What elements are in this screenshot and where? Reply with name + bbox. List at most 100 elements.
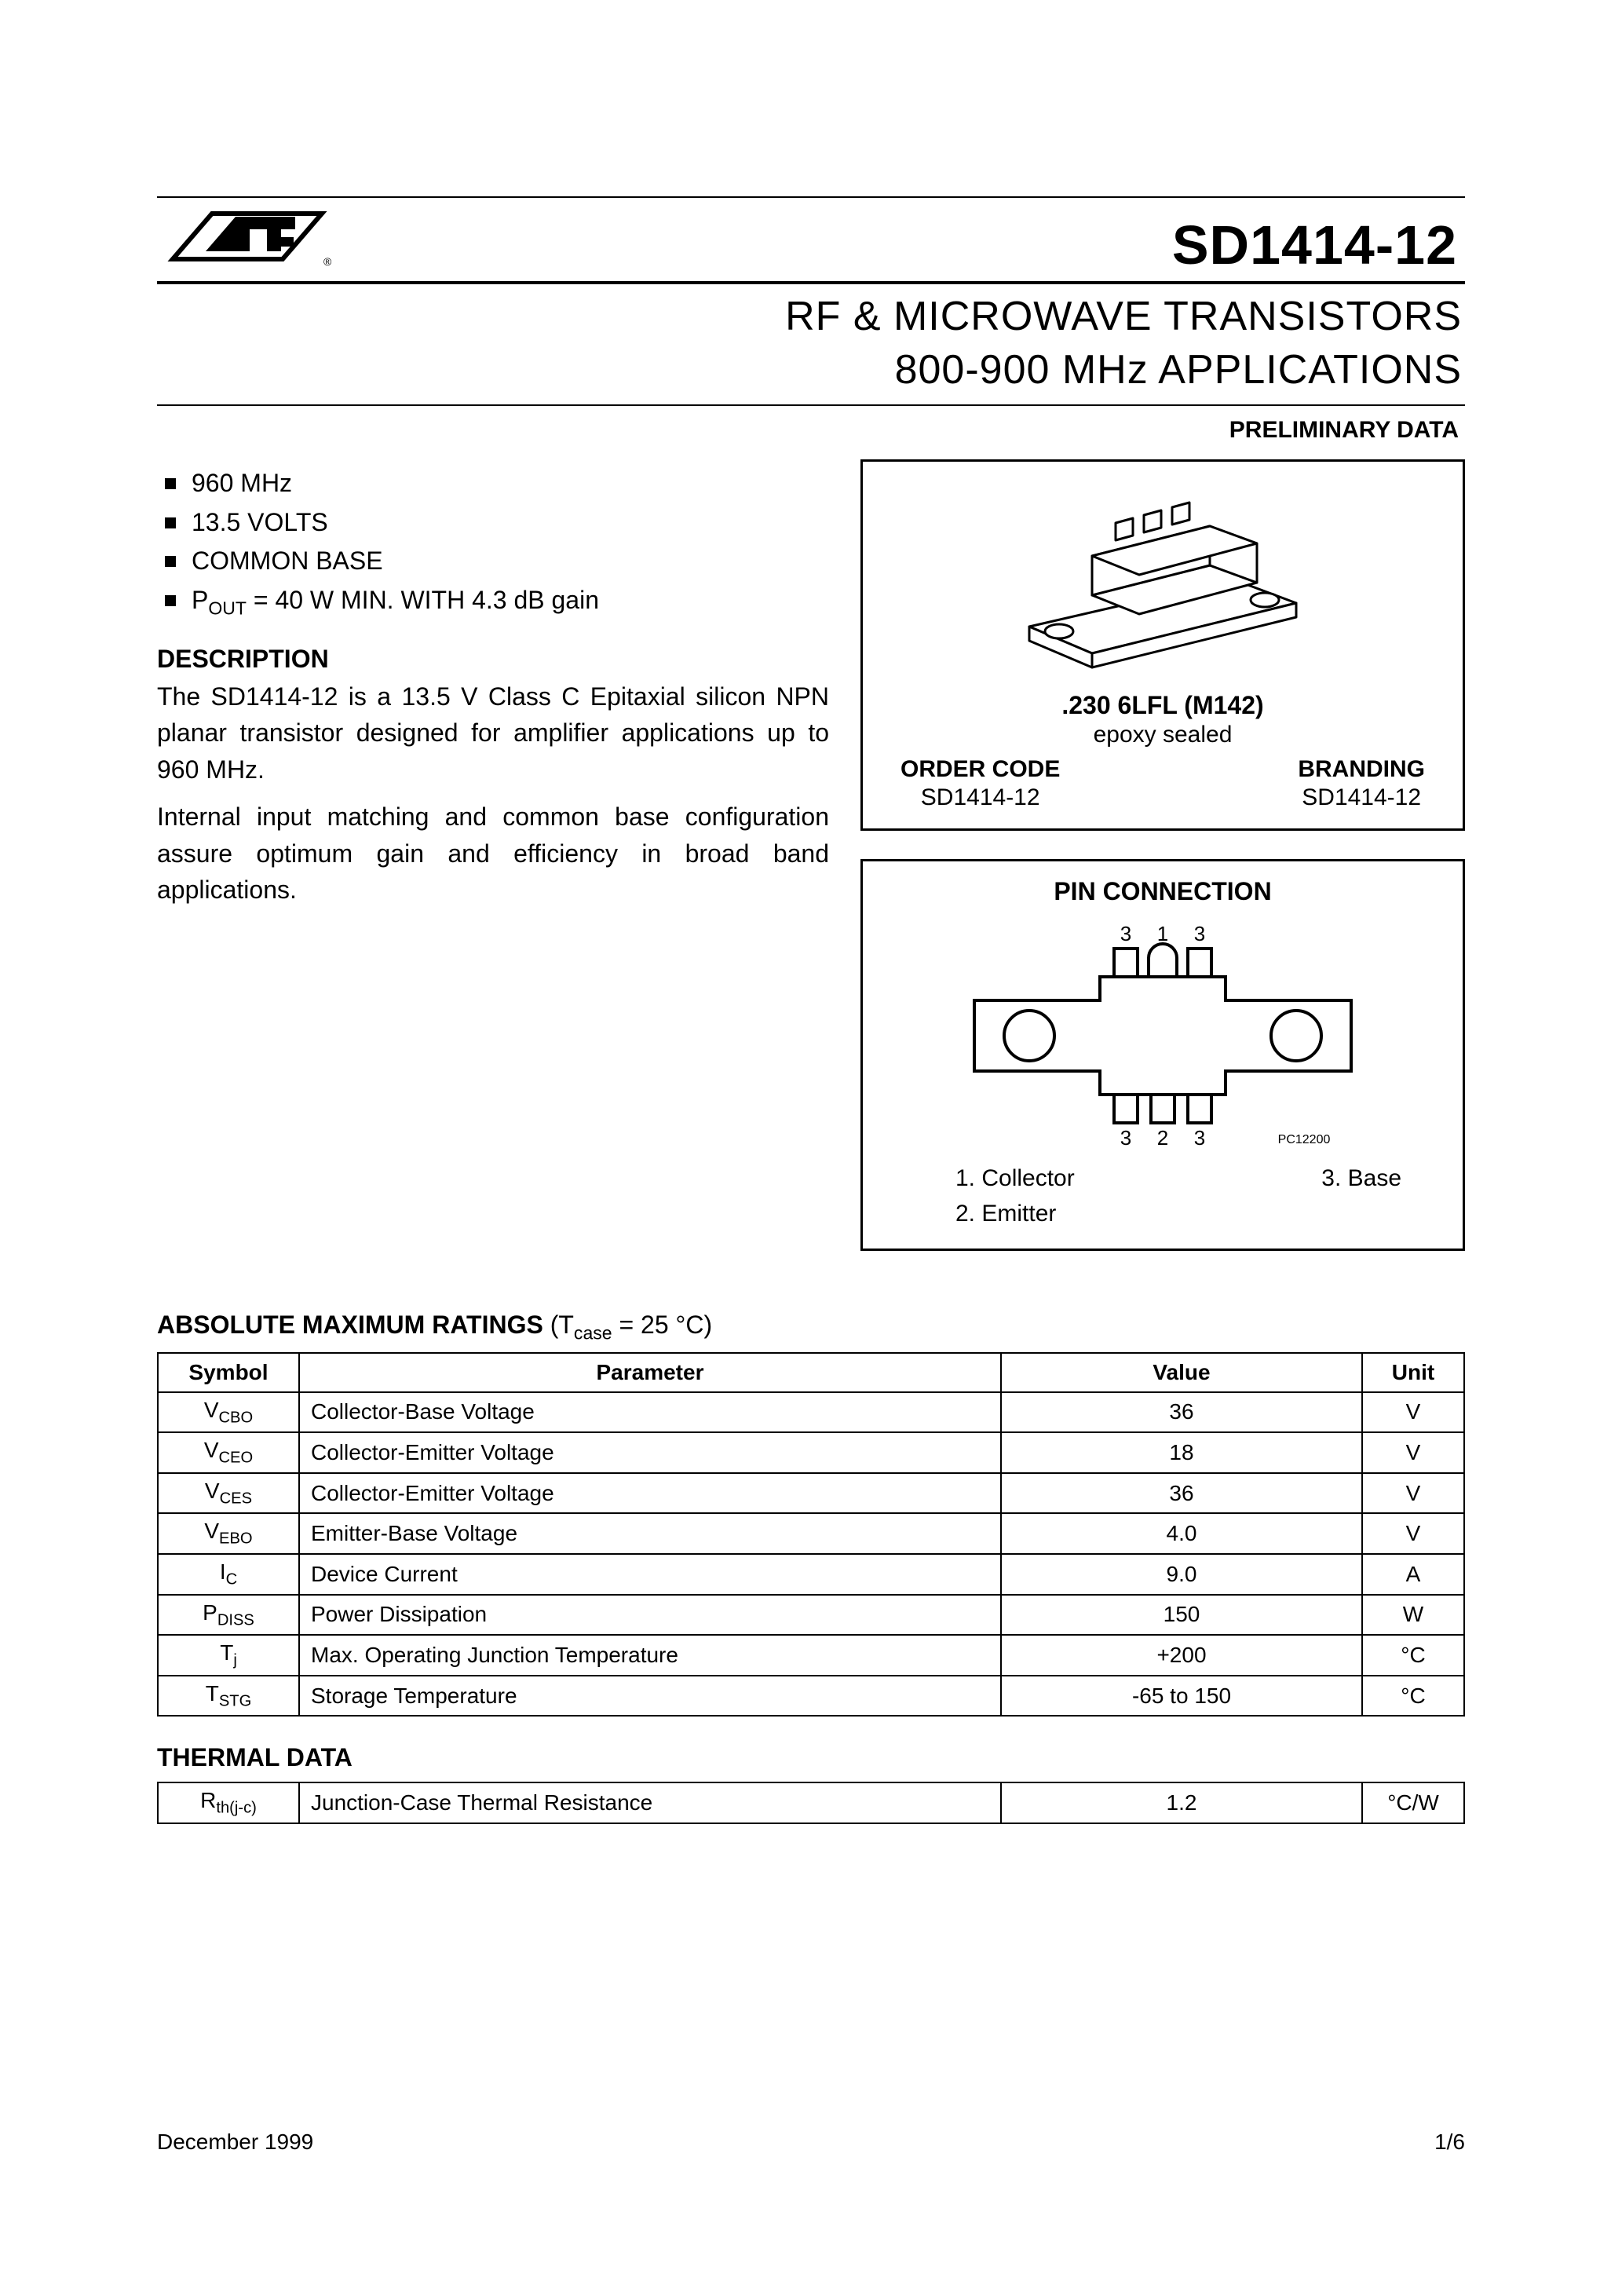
- col-unit: Unit: [1362, 1353, 1464, 1392]
- description-para-2: Internal input matching and common base …: [157, 799, 829, 908]
- cell-unit: V: [1362, 1513, 1464, 1554]
- thermal-unit: °C/W: [1362, 1782, 1464, 1823]
- package-box: .230 6LFL (M142) epoxy sealed ORDER CODE…: [860, 459, 1465, 831]
- thermal-row: Rth(j-c) Junction-Case Thermal Resistanc…: [158, 1782, 1464, 1823]
- pin-top-label-1: 3: [1120, 922, 1131, 945]
- cell-value: 36: [1001, 1392, 1362, 1433]
- cell-param: Power Dissipation: [299, 1595, 1001, 1636]
- subtitle-line-1: RF & MICROWAVE TRANSISTORS: [157, 291, 1462, 344]
- order-code-value: SD1414-12: [901, 784, 1060, 811]
- registered-mark: ®: [323, 255, 332, 268]
- cell-symbol: VEBO: [158, 1513, 299, 1554]
- pc-code: PC12200: [1278, 1133, 1331, 1146]
- pin-bot-label-2: 2: [1157, 1126, 1168, 1150]
- ratings-cond-sub: case: [574, 1323, 612, 1344]
- st-logo-icon: ®: [157, 198, 338, 276]
- table-row: VCBOCollector-Base Voltage36V: [158, 1392, 1464, 1433]
- ratings-table: Symbol Parameter Value Unit VCBOCollecto…: [157, 1352, 1465, 1717]
- ratings-cond-suffix: = 25 °C): [612, 1311, 713, 1339]
- cell-param: Device Current: [299, 1554, 1001, 1595]
- package-drawing-icon: [998, 477, 1328, 682]
- order-code-row: ORDER CODE SD1414-12 BRANDING SD1414-12: [877, 756, 1448, 811]
- pin-legend: 1. Collector 2. Emitter 3. Base: [877, 1153, 1448, 1231]
- cell-param: Storage Temperature: [299, 1676, 1001, 1717]
- subtitle-line-2: 800-900 MHz APPLICATIONS: [157, 344, 1462, 397]
- thermal-value: 1.2: [1001, 1782, 1362, 1823]
- cell-unit: V: [1362, 1432, 1464, 1473]
- cell-unit: °C: [1362, 1635, 1464, 1676]
- left-column: 960 MHz13.5 VOLTSCOMMON BASEPOUT = 40 W …: [157, 459, 829, 919]
- cell-symbol: PDISS: [158, 1595, 299, 1636]
- table-row: VEBOEmitter-Base Voltage4.0V: [158, 1513, 1464, 1554]
- thermal-symbol: Rth(j-c): [158, 1782, 299, 1823]
- description-para-1: The SD1414-12 is a 13.5 V Class C Epitax…: [157, 678, 829, 788]
- rule-header-2: [157, 404, 1465, 406]
- pin-top-label-3: 3: [1194, 922, 1205, 945]
- package-seal: epoxy sealed: [877, 722, 1448, 748]
- table-row: VCEOCollector-Emitter Voltage18V: [158, 1432, 1464, 1473]
- ratings-cond-prefix: (T: [543, 1311, 574, 1339]
- cell-value: -65 to 150: [1001, 1676, 1362, 1717]
- cell-unit: V: [1362, 1473, 1464, 1514]
- pin-legend-3: 3. Base: [1321, 1161, 1401, 1196]
- table-row: TjMax. Operating Junction Temperature+20…: [158, 1635, 1464, 1676]
- cell-symbol: IC: [158, 1554, 299, 1595]
- feature-item: POUT = 40 W MIN. WITH 4.3 dB gain: [165, 581, 829, 623]
- pin-top-label-2: 1: [1157, 922, 1168, 945]
- cell-unit: W: [1362, 1595, 1464, 1636]
- cell-param: Emitter-Base Voltage: [299, 1513, 1001, 1554]
- ratings-tbody: VCBOCollector-Base Voltage36VVCEOCollect…: [158, 1392, 1464, 1717]
- pin-connection-box: PIN CONNECTION: [860, 859, 1465, 1251]
- thermal-heading: THERMAL DATA: [157, 1743, 1465, 1772]
- col-symbol: Symbol: [158, 1353, 299, 1392]
- cell-param: Collector-Emitter Voltage: [299, 1473, 1001, 1514]
- datasheet-page: ® SD1414-12 RF & MICROWAVE TRANSISTORS 8…: [157, 196, 1465, 1824]
- ratings-heading: ABSOLUTE MAXIMUM RATINGS (Tcase = 25 °C): [157, 1311, 1465, 1344]
- right-column: .230 6LFL (M142) epoxy sealed ORDER CODE…: [860, 459, 1465, 1279]
- feature-list: 960 MHz13.5 VOLTSCOMMON BASEPOUT = 40 W …: [165, 464, 829, 623]
- table-row: TSTGStorage Temperature-65 to 150°C: [158, 1676, 1464, 1717]
- cell-unit: °C: [1362, 1676, 1464, 1717]
- package-name: .230 6LFL (M142): [877, 691, 1448, 720]
- subtitle-block: RF & MICROWAVE TRANSISTORS 800-900 MHz A…: [157, 284, 1465, 404]
- cell-param: Max. Operating Junction Temperature: [299, 1635, 1001, 1676]
- cell-value: 150: [1001, 1595, 1362, 1636]
- two-column-layout: 960 MHz13.5 VOLTSCOMMON BASEPOUT = 40 W …: [157, 459, 1465, 1279]
- cell-value: +200: [1001, 1635, 1362, 1676]
- cell-value: 9.0: [1001, 1554, 1362, 1595]
- part-number: SD1414-12: [1172, 214, 1465, 276]
- order-code-label: ORDER CODE: [901, 756, 1060, 783]
- cell-value: 4.0: [1001, 1513, 1362, 1554]
- cell-symbol: VCBO: [158, 1392, 299, 1433]
- col-parameter: Parameter: [299, 1353, 1001, 1392]
- preliminary-data-label: PRELIMINARY DATA: [157, 417, 1459, 444]
- pin-bot-label-1: 3: [1120, 1126, 1131, 1150]
- cell-symbol: TSTG: [158, 1676, 299, 1717]
- cell-unit: A: [1362, 1554, 1464, 1595]
- thermal-table: Rth(j-c) Junction-Case Thermal Resistanc…: [157, 1782, 1465, 1824]
- description-heading: DESCRIPTION: [157, 645, 829, 674]
- pin-legend-1: 1. Collector: [955, 1161, 1075, 1196]
- cell-value: 36: [1001, 1473, 1362, 1514]
- pin-legend-2: 2. Emitter: [955, 1196, 1075, 1231]
- table-row: ICDevice Current9.0A: [158, 1554, 1464, 1595]
- header-row: ® SD1414-12: [157, 198, 1465, 276]
- pin-diagram-icon: 3 1 3 3 2 3 PC12200: [943, 914, 1383, 1150]
- thermal-param: Junction-Case Thermal Resistance: [299, 1782, 1001, 1823]
- col-value: Value: [1001, 1353, 1362, 1392]
- cell-param: Collector-Base Voltage: [299, 1392, 1001, 1433]
- pin-bot-label-3: 3: [1194, 1126, 1205, 1150]
- page-footer: December 1999 1/6: [157, 2130, 1465, 2155]
- footer-date: December 1999: [157, 2130, 313, 2155]
- branding-value: SD1414-12: [1298, 784, 1425, 811]
- cell-symbol: Tj: [158, 1635, 299, 1676]
- cell-symbol: VCEO: [158, 1432, 299, 1473]
- cell-symbol: VCES: [158, 1473, 299, 1514]
- cell-value: 18: [1001, 1432, 1362, 1473]
- feature-item: 13.5 VOLTS: [165, 503, 829, 543]
- feature-item: COMMON BASE: [165, 542, 829, 581]
- table-row: PDISSPower Dissipation150W: [158, 1595, 1464, 1636]
- ratings-header-row: Symbol Parameter Value Unit: [158, 1353, 1464, 1392]
- cell-param: Collector-Emitter Voltage: [299, 1432, 1001, 1473]
- ratings-heading-text: ABSOLUTE MAXIMUM RATINGS: [157, 1311, 543, 1339]
